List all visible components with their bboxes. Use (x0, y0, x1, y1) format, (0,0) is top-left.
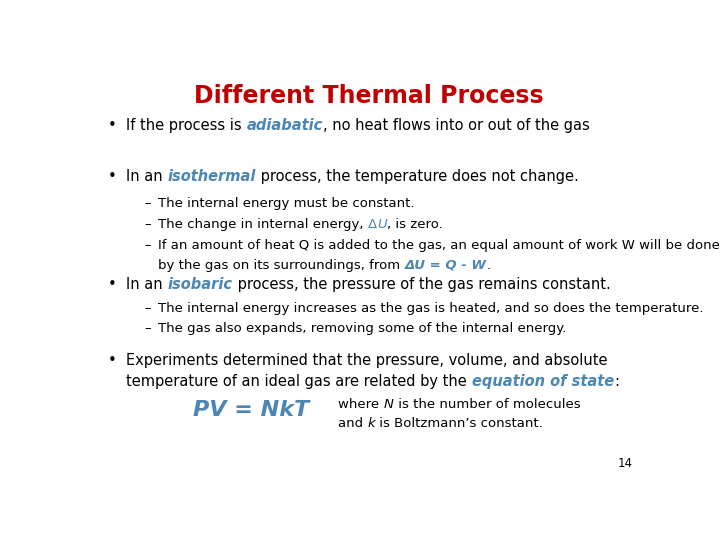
Text: :: : (613, 374, 618, 389)
Text: •: • (108, 169, 117, 184)
Text: The gas also expands, removing some of the internal energy.: The gas also expands, removing some of t… (158, 322, 567, 335)
Text: , no heat flows into or out of the gas: , no heat flows into or out of the gas (323, 118, 590, 133)
Text: temperature of an ideal gas are related by the: temperature of an ideal gas are related … (126, 374, 472, 389)
Text: , is zero.: , is zero. (387, 218, 443, 231)
Text: and: and (338, 417, 368, 430)
Text: Δ: Δ (368, 218, 377, 231)
Text: isobaric: isobaric (168, 276, 233, 292)
Text: process, the pressure of the gas remains constant.: process, the pressure of the gas remains… (233, 276, 611, 292)
Text: –: – (145, 218, 151, 231)
Text: The internal energy must be constant.: The internal energy must be constant. (158, 198, 415, 211)
Text: –: – (145, 198, 151, 211)
Text: Experiments determined that the pressure, volume, and absolute: Experiments determined that the pressure… (126, 353, 608, 368)
Text: –: – (145, 302, 151, 315)
Text: In an: In an (126, 169, 168, 184)
Text: is Boltzmann’s constant.: is Boltzmann’s constant. (375, 417, 543, 430)
Text: ΔU = Q - W: ΔU = Q - W (405, 259, 487, 272)
Text: •: • (108, 353, 117, 368)
Text: •: • (108, 118, 117, 133)
Text: is the number of molecules: is the number of molecules (394, 398, 580, 411)
Text: process, the temperature does not change.: process, the temperature does not change… (256, 169, 579, 184)
Text: The change in internal energy,: The change in internal energy, (158, 218, 368, 231)
Text: 14: 14 (617, 457, 632, 470)
Text: The internal energy increases as the gas is heated, and so does the temperature.: The internal energy increases as the gas… (158, 302, 703, 315)
Text: If the process is: If the process is (126, 118, 246, 133)
Text: isothermal: isothermal (168, 169, 256, 184)
Text: –: – (145, 322, 151, 335)
Text: k: k (368, 417, 375, 430)
Text: where: where (338, 398, 384, 411)
Text: Different Thermal Process: Different Thermal Process (194, 84, 544, 107)
Text: U: U (377, 218, 387, 231)
Text: by the gas on its surroundings, from: by the gas on its surroundings, from (158, 259, 405, 272)
Text: PV = NkT: PV = NkT (193, 400, 310, 420)
Text: •: • (108, 276, 117, 292)
Text: equation of state: equation of state (472, 374, 613, 389)
Text: N: N (384, 398, 394, 411)
Text: –: – (145, 239, 151, 252)
Text: In an: In an (126, 276, 168, 292)
Text: .: . (487, 259, 490, 272)
Text: adiabatic: adiabatic (246, 118, 323, 133)
Text: If an amount of heat Q is added to the gas, an equal amount of work W will be do: If an amount of heat Q is added to the g… (158, 239, 720, 252)
